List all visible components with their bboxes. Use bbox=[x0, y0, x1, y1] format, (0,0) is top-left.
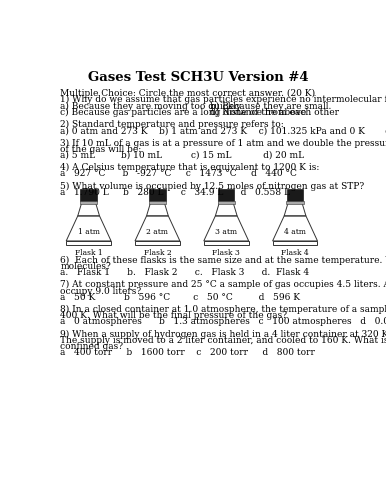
Text: of the gas will be:: of the gas will be: bbox=[60, 145, 141, 154]
Polygon shape bbox=[287, 189, 303, 200]
Text: Gases Test SCH3U Version #4: Gases Test SCH3U Version #4 bbox=[88, 71, 308, 84]
Text: a.   Flask 1      b.   Flask 2      c.   Flask 3      d.  Flask 4: a. Flask 1 b. Flask 2 c. Flask 3 d. Flas… bbox=[60, 268, 309, 277]
Text: a   400 torr     b   1600 torr    c   200 torr     d   800 torr: a 400 torr b 1600 torr c 200 torr d 800 … bbox=[60, 348, 315, 357]
Text: 1) Why do we assume that gas particles experience no intermolecular forces?: 1) Why do we assume that gas particles e… bbox=[60, 95, 386, 104]
Polygon shape bbox=[286, 200, 304, 203]
Polygon shape bbox=[80, 189, 97, 200]
Polygon shape bbox=[149, 189, 166, 200]
Text: a   0 atmospheres      b   1.3 atmospheres   c   100 atmospheres   d   0.010 atm: a 0 atmospheres b 1.3 atmospheres c 100 … bbox=[60, 318, 386, 326]
Text: 4 atm: 4 atm bbox=[284, 228, 306, 236]
Text: molecules?: molecules? bbox=[60, 262, 111, 271]
Text: b) Because they are small.: b) Because they are small. bbox=[210, 102, 331, 111]
Text: 2) Standard temperature and pressure refers to:: 2) Standard temperature and pressure ref… bbox=[60, 120, 284, 129]
Text: 6)  Each of these flasks is the same size and at the same temperature. Which one: 6) Each of these flasks is the same size… bbox=[60, 256, 386, 265]
Text: 9) When a supply of hydrogen gas is held in a 4 liter container at 320 K it exer: 9) When a supply of hydrogen gas is held… bbox=[60, 330, 386, 338]
Text: Flask 4: Flask 4 bbox=[281, 250, 309, 258]
Text: Flask 3: Flask 3 bbox=[212, 250, 240, 258]
Text: d) None of the above: d) None of the above bbox=[210, 108, 306, 117]
Text: occupy 9.0 liters?: occupy 9.0 liters? bbox=[60, 286, 141, 296]
Text: a   927 °C      b   -927 °C     c   1473 °C     d   440 °C: a 927 °C b -927 °C c 1473 °C d 440 °C bbox=[60, 170, 297, 178]
Text: a) Because they are moving too quickly: a) Because they are moving too quickly bbox=[60, 102, 241, 111]
Text: 4) A Celsius temperature that is equivalent to 1200 K is:: 4) A Celsius temperature that is equival… bbox=[60, 163, 320, 172]
Polygon shape bbox=[149, 200, 166, 203]
Text: a   50 K          b   596 °C        c   50 °C         d   596 K: a 50 K b 596 °C c 50 °C d 596 K bbox=[60, 292, 300, 302]
Text: Multiple Choice: Circle the most correct answer. (20 K): Multiple Choice: Circle the most correct… bbox=[60, 90, 315, 98]
Text: 5) What volume is occupied by 12.5 moles of nitrogen gas at STP?: 5) What volume is occupied by 12.5 moles… bbox=[60, 182, 364, 191]
Text: Flask 2: Flask 2 bbox=[144, 250, 171, 258]
Text: 8) In a closed container at 1.0 atmosphere, the temperature of a sample of gas i: 8) In a closed container at 1.0 atmosphe… bbox=[60, 305, 386, 314]
Text: a   1.790 L     b   280 L      c   34.9 L      d   0.558 L: a 1.790 L b 280 L c 34.9 L d 0.558 L bbox=[60, 188, 290, 197]
Text: a) 5 mL         b) 10 mL          c) 15 mL           d) 20 mL: a) 5 mL b) 10 mL c) 15 mL d) 20 mL bbox=[60, 151, 304, 160]
Polygon shape bbox=[218, 189, 234, 200]
Text: 3 atm: 3 atm bbox=[215, 228, 237, 236]
Text: Flask 1: Flask 1 bbox=[75, 250, 103, 258]
Text: 3) If 10 mL of a gas is at a pressure of 1 atm and we double the pressure, the n: 3) If 10 mL of a gas is at a pressure of… bbox=[60, 138, 386, 147]
Text: confined gas?: confined gas? bbox=[60, 342, 123, 351]
Text: 400 K. What will be the final pressure of the gas?: 400 K. What will be the final pressure o… bbox=[60, 311, 287, 320]
Text: a) 0 atm and 273 K    b) 1 atm and 273 K    c) 101.325 kPa and 0 K       d) none: a) 0 atm and 273 K b) 1 atm and 273 K c)… bbox=[60, 126, 386, 136]
Text: 7) At constant pressure and 25 °C a sample of gas occupies 4.5 liters. At what t: 7) At constant pressure and 25 °C a samp… bbox=[60, 280, 386, 289]
Polygon shape bbox=[218, 200, 235, 203]
Text: 2 atm: 2 atm bbox=[146, 228, 168, 236]
Polygon shape bbox=[80, 200, 97, 203]
Text: c) Because gas particles are a long distance from each other: c) Because gas particles are a long dist… bbox=[60, 108, 339, 117]
Text: 1 atm: 1 atm bbox=[78, 228, 100, 236]
Text: The supply is moved to a 2 liter container, and cooled to 160 K. What is the new: The supply is moved to a 2 liter contain… bbox=[60, 336, 386, 345]
